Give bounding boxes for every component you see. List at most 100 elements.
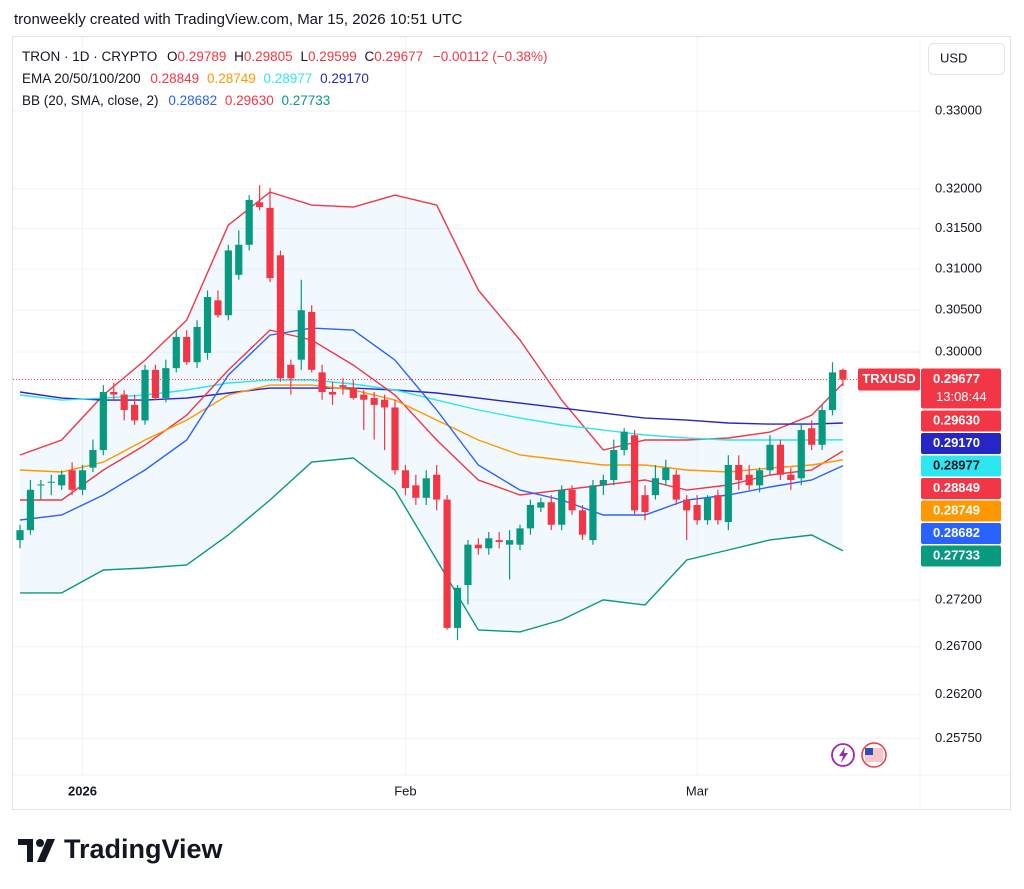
grid <box>13 37 920 775</box>
bottom-icons <box>831 742 887 768</box>
candle-body <box>401 470 410 489</box>
candle-body <box>797 429 805 479</box>
candle-body <box>745 474 753 486</box>
legend-value: 0.29170 <box>320 71 369 86</box>
candle-body <box>276 255 285 379</box>
candle-body <box>578 510 587 535</box>
candle-body <box>58 474 66 486</box>
candle-body <box>287 364 295 379</box>
candle-body <box>16 530 24 541</box>
candle-body <box>193 326 201 363</box>
candle-body <box>808 428 816 445</box>
candle-body <box>443 499 451 628</box>
legend-ema: EMA 20/50/100/200 0.28849 0.28749 0.2897… <box>22 71 369 86</box>
ohlc-value: 0.29789 <box>178 49 227 64</box>
candle-body <box>662 467 670 481</box>
indicator-tag <box>921 523 1001 544</box>
candle-body <box>828 372 837 411</box>
axes: 0.33000 0.32000 0.31500 0.31000 0.30500 0.300… <box>68 102 982 798</box>
candle-body <box>474 544 482 549</box>
candle-body <box>516 528 524 545</box>
candle-body <box>818 410 826 445</box>
candle-body <box>839 369 847 380</box>
candle-body <box>485 538 493 549</box>
logo-text: TradingView <box>64 834 224 864</box>
indicator-tag-label: 0.29630 <box>933 412 980 427</box>
candle-body <box>735 464 743 481</box>
attribution: tronweekly created with TradingView.com,… <box>14 11 462 28</box>
candle-body <box>714 495 722 521</box>
candle-body <box>162 368 170 399</box>
legend-value: 0.27733 <box>281 93 330 108</box>
ticker-label: TRXUSD <box>862 371 915 386</box>
y-tick-label: 0.27200 <box>935 591 982 606</box>
candle-body <box>703 497 712 521</box>
y-tick-label: 0.31500 <box>935 220 982 235</box>
legend-value: 0.29630 <box>225 93 274 108</box>
indicator-tag <box>921 500 1001 522</box>
bb-label: BB (20, SMA, close, 2) <box>22 93 159 108</box>
candle-body <box>47 481 55 483</box>
ohlc-letter: H <box>234 49 244 64</box>
candle-body <box>391 407 399 471</box>
candle-body <box>453 587 462 628</box>
logo-mark-1 <box>18 839 33 862</box>
candle-body <box>297 310 305 360</box>
candle-body <box>422 478 430 498</box>
candle-body <box>599 480 607 486</box>
currency-button[interactable] <box>928 43 1005 75</box>
price-value: 0.29677 <box>933 371 980 386</box>
candle-body <box>78 470 87 490</box>
candle-body <box>547 502 555 525</box>
y-tick-label: 0.26200 <box>935 686 982 701</box>
candle-body <box>693 504 701 521</box>
indicator-tag-label: 0.28849 <box>933 480 980 495</box>
ohlc-value: 0.29805 <box>244 49 293 64</box>
countdown: 13:08:44 <box>936 389 987 404</box>
candle-body <box>672 474 680 500</box>
indicator-lines <box>13 191 920 633</box>
candle-body <box>349 387 357 399</box>
candle-body <box>255 202 264 208</box>
candle-body <box>245 199 253 245</box>
candle-body <box>526 504 535 529</box>
indicator-tag-label: 0.29170 <box>933 435 980 450</box>
candle-body <box>370 398 378 405</box>
legend-value: 0.28849 <box>150 71 199 86</box>
indicator-line <box>19 384 844 473</box>
y-tick-label: 0.31000 <box>935 261 982 276</box>
candle-body <box>266 207 274 279</box>
candle-body <box>433 474 441 500</box>
y-tick-label: 0.32000 <box>935 180 982 195</box>
chart-frame <box>12 36 1011 810</box>
currency-label[interactable]: USD <box>940 50 967 65</box>
legend-bb: BB (20, SMA, close, 2) 0.28682 0.29630 0… <box>22 93 330 108</box>
ohlc-letter: L <box>300 49 308 64</box>
price-tag <box>921 368 1001 409</box>
indicator-tag-label: 0.28749 <box>933 502 980 517</box>
candle-body <box>787 474 795 481</box>
candle-body <box>203 297 212 353</box>
ohlc-value: 0.29677 <box>374 49 423 64</box>
legend-value: 0.28977 <box>264 71 313 86</box>
candle-body <box>339 385 347 387</box>
indicator-line <box>20 329 844 501</box>
candle-body <box>183 336 191 363</box>
candle-body <box>89 450 97 468</box>
candle-body <box>235 244 243 275</box>
candle-body <box>776 444 785 475</box>
legend-ohlc: TRON · 1D · CRYPTO O0.29789 H0.29805 L0.… <box>22 49 547 64</box>
candle-body <box>318 372 326 393</box>
candle-body <box>120 394 128 411</box>
candle-body <box>755 470 764 486</box>
legend-value: 0.28682 <box>168 93 217 108</box>
candles <box>16 184 847 641</box>
candle-body <box>172 336 180 369</box>
indicator-tag <box>921 410 1001 432</box>
candle-body <box>766 444 774 471</box>
y-tick-label: 0.33000 <box>935 102 982 117</box>
candle-body <box>131 404 139 421</box>
change: −0.00112 (−0.38%) <box>433 49 548 64</box>
candle-body <box>214 300 222 316</box>
